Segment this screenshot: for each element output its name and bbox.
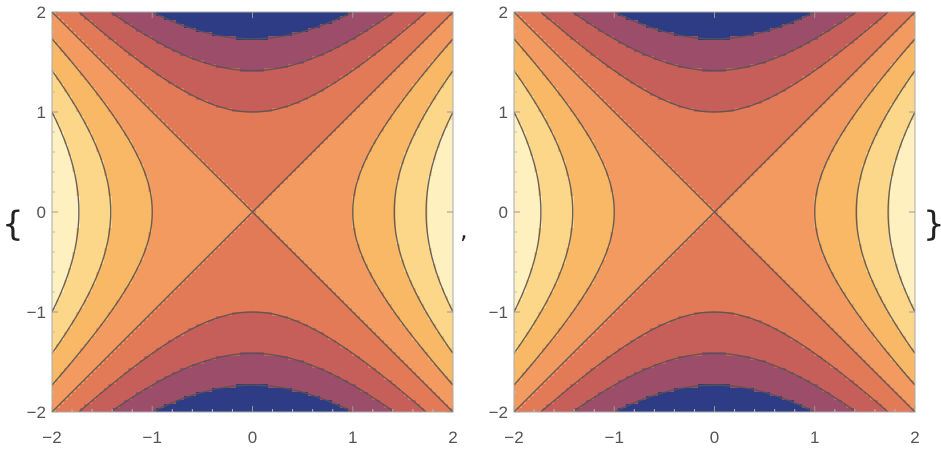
contour-line (52, 111, 453, 313)
x-tick-label: −2 (42, 428, 61, 447)
close-brace: } (923, 205, 941, 245)
y-tick-label: 0 (499, 203, 508, 222)
contour-line (514, 38, 915, 386)
x-tick-label: 2 (910, 428, 919, 447)
contour-line (52, 12, 453, 412)
open-brace: { (2, 205, 24, 245)
x-tick-label: 0 (710, 428, 719, 447)
x-tick-label: 1 (810, 428, 819, 447)
contour-plot-right: −2 −2 −1 −1 0 0 1 1 2 2 (489, 3, 920, 447)
x-tick-label: 2 (448, 428, 457, 447)
y-tick-label: −1 (489, 303, 508, 322)
contour-line (110, 12, 395, 412)
contour-lines (514, 12, 915, 412)
contour-line (52, 38, 453, 386)
x-tick-label: −1 (605, 428, 624, 447)
y-tick-label: 0 (37, 203, 46, 222)
y-tick-label: 2 (37, 3, 46, 22)
contour-line (151, 12, 354, 412)
contour-line (514, 111, 915, 313)
y-tick-label: −1 (27, 303, 46, 322)
contour-line (78, 12, 427, 412)
y-tick-label: −2 (27, 403, 46, 422)
contour-plot-left: −2 −2 −1 −1 0 0 1 1 2 2 (27, 3, 458, 447)
x-tick-label: −1 (143, 428, 162, 447)
x-tick-label: 0 (248, 428, 257, 447)
list-separator: , (460, 216, 468, 244)
contour-line (540, 12, 889, 412)
y-tick-label: 1 (499, 103, 508, 122)
x-tick-label: 1 (348, 428, 357, 447)
y-tick-label: −2 (489, 403, 508, 422)
contour-line (613, 12, 816, 412)
contour-line (514, 70, 915, 354)
x-tick-label: −2 (504, 428, 523, 447)
contour-line (572, 12, 857, 412)
y-tick-label: 2 (499, 3, 508, 22)
contour-line (514, 12, 915, 412)
contour-line (52, 70, 453, 354)
contour-lines (52, 12, 453, 412)
y-tick-label: 1 (37, 103, 46, 122)
